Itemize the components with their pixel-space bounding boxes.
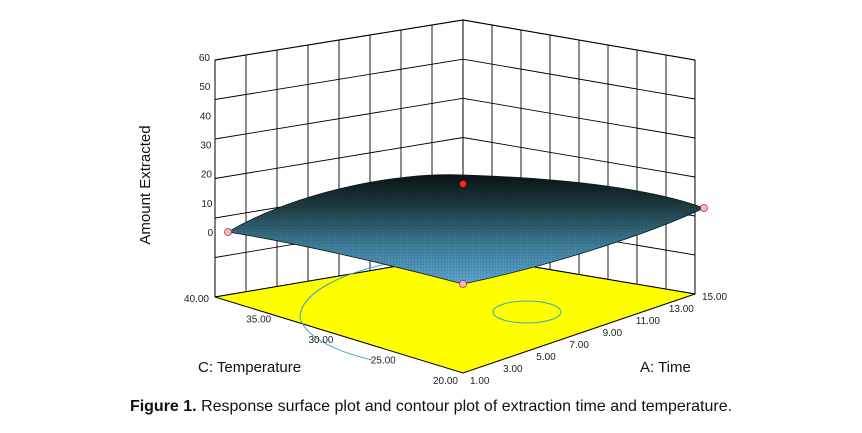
caption-text: Response surface plot and contour plot o… — [201, 398, 733, 415]
contour-floor — [214, 254, 696, 374]
z-tick-label: 40 — [200, 111, 212, 122]
time-tick-label: 15.00 — [702, 292, 727, 303]
time-tick-label: 3.00 — [503, 364, 523, 375]
figure-caption: Figure 1. Response surface plot and cont… — [0, 398, 862, 416]
time-tick-label: 11.00 — [636, 316, 661, 327]
z-tick-label: 60 — [199, 53, 211, 64]
time-axis-title: A: Time — [640, 359, 691, 376]
time-tick-label: 5.00 — [536, 352, 556, 363]
temperature-tick-label: 30.00 — [308, 335, 333, 346]
time-tick-label: 1.00 — [470, 376, 490, 387]
temperature-tick-label: 25.00 — [371, 356, 396, 367]
time-tick-label: 13.00 — [669, 304, 694, 315]
time-tick-label: 9.00 — [603, 328, 623, 339]
z-tick-label: 50 — [199, 82, 211, 93]
design-point-marker — [459, 280, 467, 288]
time-axis-ticks: 1.00 3.00 5.00 7.00 9.00 11.00 13.00 15.00 — [470, 292, 727, 387]
temperature-tick-label: 35.00 — [246, 315, 271, 326]
z-axis-ticks: 0 10 20 30 40 50 60 — [199, 53, 214, 239]
z-tick-label: 10 — [201, 199, 213, 210]
z-tick-label: 20 — [201, 170, 213, 181]
temperature-axis-title: C: Temperature — [198, 359, 301, 376]
z-tick-label: 0 — [207, 228, 213, 239]
temperature-tick-label: 40.00 — [184, 294, 209, 305]
time-tick-label: 7.00 — [569, 340, 589, 351]
caption-label: Figure 1. — [129, 398, 197, 415]
design-point-marker — [224, 228, 232, 236]
z-tick-label: 30 — [200, 141, 212, 152]
design-point-marker — [700, 204, 708, 212]
temperature-axis-ticks: 20.00 25.00 30.00 35.00 40.00 — [184, 294, 458, 387]
temperature-tick-label: 20.00 — [433, 376, 458, 387]
z-axis-title: Amount Extracted — [137, 125, 154, 244]
design-point-marker — [459, 180, 467, 188]
